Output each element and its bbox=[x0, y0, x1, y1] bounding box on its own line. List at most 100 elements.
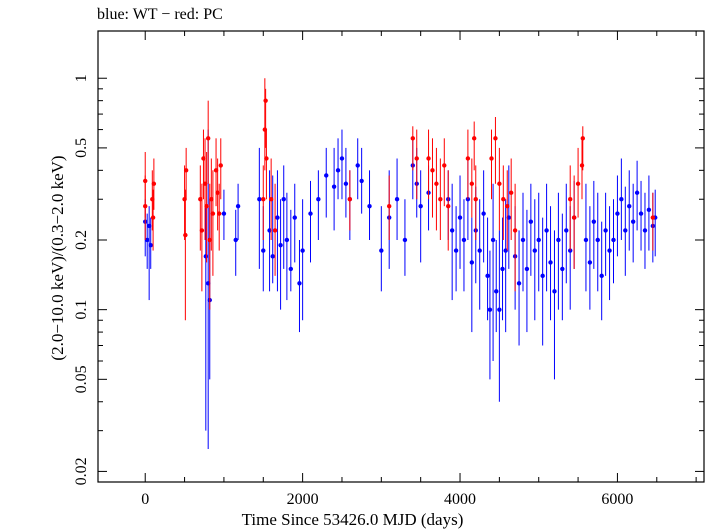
wt-point bbox=[490, 237, 496, 243]
plot-frame bbox=[97, 30, 705, 483]
wt-point bbox=[500, 266, 505, 272]
y-tick-label: 0.5 bbox=[73, 138, 90, 158]
wt-point bbox=[630, 219, 636, 224]
pc-point bbox=[183, 168, 189, 173]
pc-point bbox=[150, 215, 156, 220]
wt-point bbox=[275, 215, 280, 220]
pc-point bbox=[386, 203, 392, 209]
wt-point bbox=[449, 228, 455, 233]
wt-point bbox=[278, 242, 283, 248]
pc-point bbox=[580, 136, 585, 141]
wt-point bbox=[469, 260, 475, 265]
wt-point bbox=[335, 168, 341, 173]
wt-point bbox=[292, 215, 297, 220]
wt-point bbox=[343, 181, 349, 186]
pc-point bbox=[489, 156, 494, 161]
y-tick-label: 0.05 bbox=[73, 365, 90, 393]
y-axis-label: (2.0−10.0 keV)/(0.3−2.0 keV) bbox=[48, 155, 67, 361]
wt-point bbox=[144, 237, 150, 243]
wt-point bbox=[564, 228, 569, 233]
wt-point bbox=[453, 248, 459, 253]
pc-point bbox=[505, 203, 510, 209]
pc-point bbox=[465, 156, 471, 161]
wt-point bbox=[288, 266, 294, 272]
wt-point bbox=[316, 197, 321, 202]
wt-point bbox=[615, 211, 620, 216]
wt-point bbox=[477, 248, 482, 253]
pc-point bbox=[469, 181, 475, 186]
pc-point bbox=[446, 203, 451, 209]
wt-point bbox=[611, 237, 616, 243]
wt-point bbox=[646, 207, 652, 213]
pc-point bbox=[650, 215, 656, 220]
wt-point bbox=[603, 228, 608, 233]
x-tick-label: 4000 bbox=[444, 491, 476, 508]
wt-point bbox=[638, 211, 644, 216]
wt-point bbox=[556, 237, 561, 243]
pc-point bbox=[268, 197, 274, 202]
wt-point bbox=[524, 266, 530, 272]
pc-point bbox=[261, 197, 266, 202]
wt-point bbox=[261, 248, 266, 253]
wt-point bbox=[418, 203, 423, 209]
x-tick-label: 2000 bbox=[287, 491, 319, 508]
wt-point bbox=[516, 281, 522, 286]
wt-point bbox=[607, 248, 612, 253]
wt-point bbox=[203, 254, 209, 259]
wt-point bbox=[270, 254, 275, 259]
wt-point bbox=[457, 215, 463, 220]
pc-point bbox=[264, 156, 269, 161]
wt-point bbox=[599, 273, 604, 279]
pc-point bbox=[512, 228, 518, 233]
wt-point bbox=[461, 237, 467, 243]
pc-point bbox=[438, 197, 443, 202]
pc-point bbox=[217, 211, 222, 216]
pc-point bbox=[426, 156, 431, 161]
pc-point bbox=[199, 228, 205, 233]
x-tick-label: 0 bbox=[141, 491, 149, 508]
pc-point bbox=[473, 197, 478, 202]
pc-point bbox=[151, 181, 157, 186]
wt-point bbox=[331, 184, 337, 189]
pc-point bbox=[568, 197, 573, 202]
chart-title: blue: WT − red: PC bbox=[97, 6, 223, 23]
y-tick-label: 0.02 bbox=[73, 457, 90, 485]
pc-point bbox=[210, 211, 216, 216]
y-tick-label: 0.2 bbox=[73, 230, 90, 250]
wt-point bbox=[281, 197, 286, 202]
wt-point bbox=[619, 197, 624, 202]
wt-point bbox=[284, 237, 290, 243]
wt-point bbox=[544, 228, 549, 233]
wt-point bbox=[494, 289, 499, 294]
wt-point bbox=[623, 228, 628, 233]
wt-point bbox=[235, 203, 241, 209]
wt-point bbox=[591, 219, 597, 224]
pc-point bbox=[497, 181, 502, 186]
pc-point bbox=[471, 136, 477, 141]
wt-point bbox=[634, 190, 640, 195]
pc-point bbox=[575, 181, 581, 186]
wt-point bbox=[642, 228, 648, 233]
pc-point bbox=[272, 228, 278, 233]
pc-point bbox=[205, 136, 211, 141]
wt-point bbox=[528, 219, 534, 224]
wt-point bbox=[540, 273, 545, 279]
wt-point bbox=[308, 211, 313, 216]
pc-point bbox=[434, 181, 439, 186]
pc-point bbox=[493, 136, 498, 141]
y-tick-label: 1 bbox=[73, 74, 90, 82]
pc-point bbox=[204, 203, 209, 209]
pc-point bbox=[143, 178, 148, 184]
wt-point bbox=[552, 289, 557, 294]
pc-point bbox=[430, 168, 435, 173]
pc-point bbox=[410, 136, 416, 141]
pc-point bbox=[501, 197, 506, 202]
wt-point bbox=[583, 237, 589, 243]
pc-point bbox=[579, 163, 585, 168]
wt-point bbox=[394, 197, 400, 202]
pc-point bbox=[347, 197, 353, 202]
wt-point bbox=[257, 197, 262, 202]
wt-point bbox=[520, 237, 526, 243]
wt-point bbox=[300, 248, 305, 253]
